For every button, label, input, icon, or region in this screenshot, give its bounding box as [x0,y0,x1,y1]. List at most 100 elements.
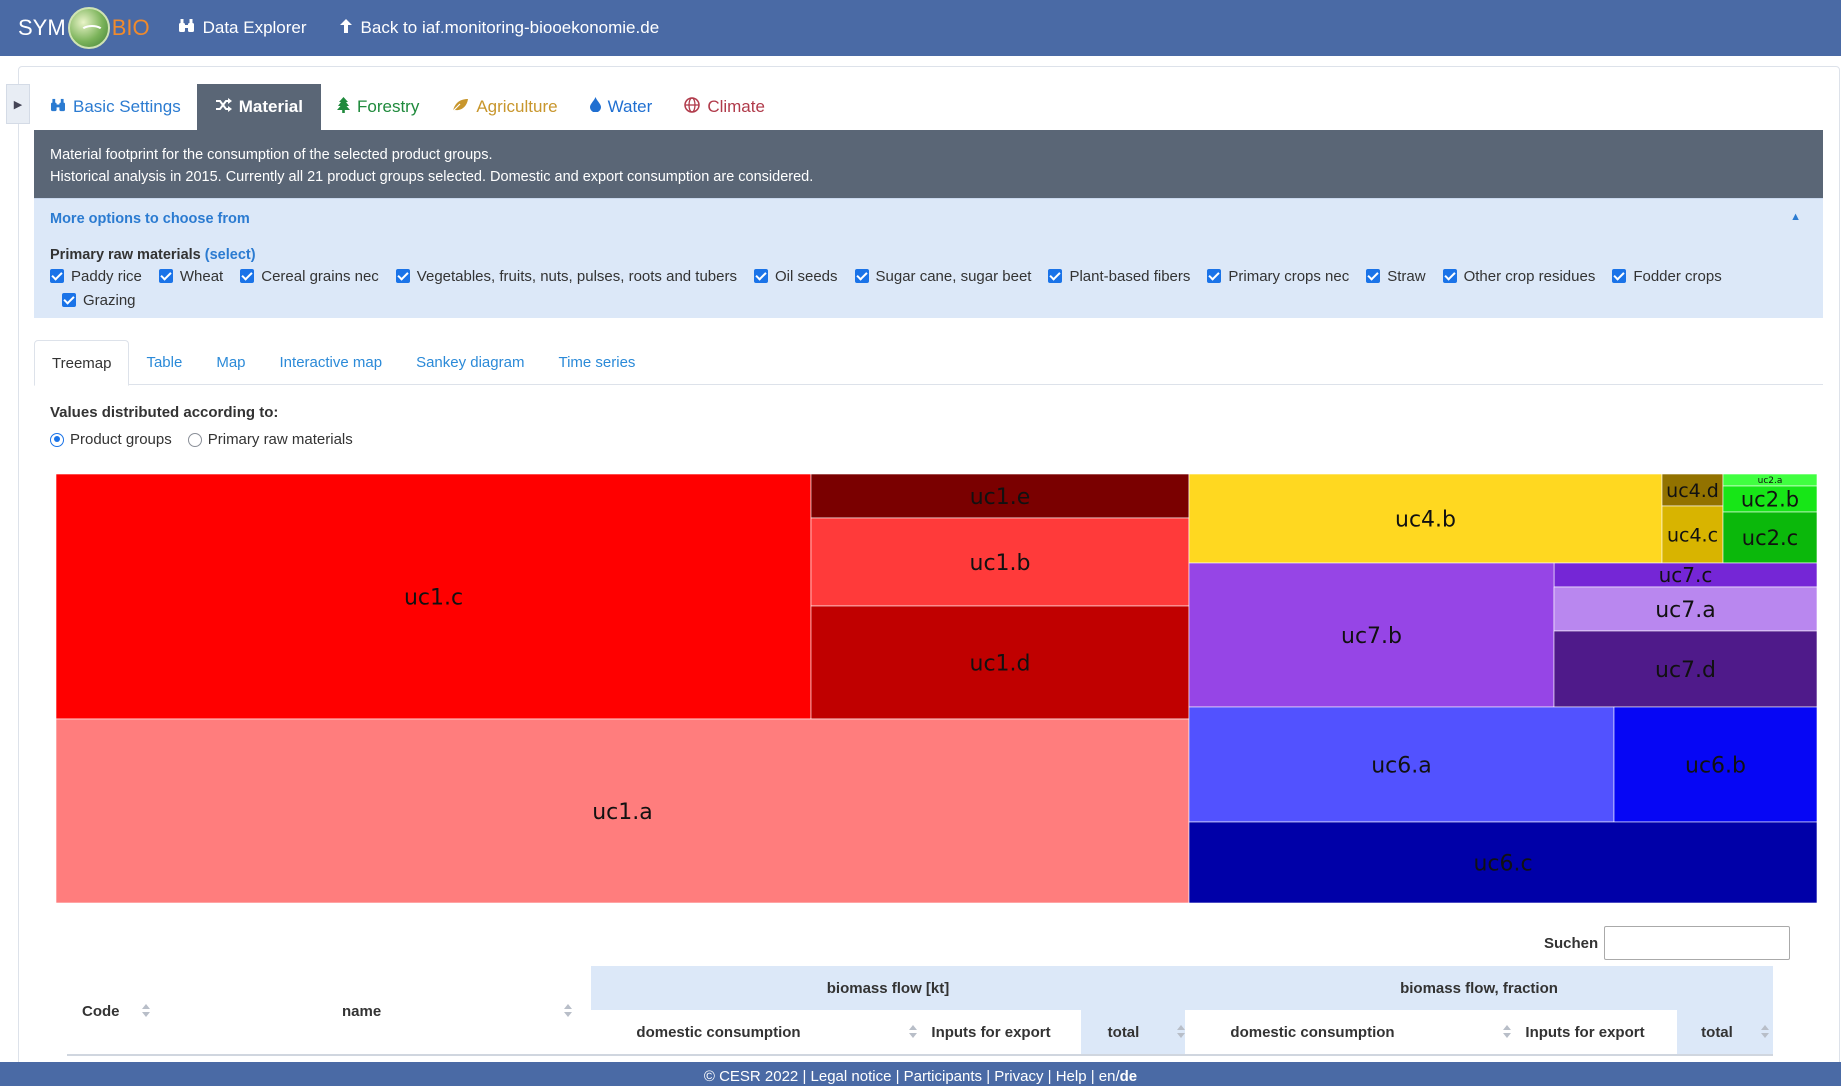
treemap-tile-label: uc7.b [1341,624,1402,649]
checkbox-checked-icon [1366,269,1381,283]
footer-lang-de[interactable]: de [1119,1068,1138,1085]
treemap-tile-uc1-e[interactable]: uc1.e [810,474,1190,519]
materials-checkbox-list: Paddy rice Wheat Cereal grains nec Vegetabl… [50,267,1807,309]
sidebar-toggle-button[interactable]: ▶ [6,84,30,124]
treemap-tile-uc4-d[interactable]: uc4.d [1661,474,1724,507]
group2-label: biomass flow, fraction [1400,979,1558,997]
brand-logo[interactable]: SYM BIO [18,0,150,56]
footer-help-link[interactable]: Help [1055,1068,1087,1085]
material-checkbox[interactable]: Plant-based fibers [1048,267,1190,285]
column-inputs-for-export-fraction[interactable]: Inputs for export [1485,1010,1721,1054]
treemap-tile-label: uc4.c [1667,524,1718,546]
column-domestic-consumption-fraction[interactable]: domestic consumption [1185,1010,1511,1054]
view-tab-time-series[interactable]: Time series [558,354,636,371]
radio-product-groups[interactable]: Product groups [50,431,172,448]
treemap-tile-uc4-c[interactable]: uc4.c [1661,505,1724,564]
tab-agriculture[interactable]: Agriculture [435,84,573,130]
checkbox-checked-icon [1612,269,1627,283]
column-total-bg [1081,1010,1185,1056]
treemap-tile-uc1-b[interactable]: uc1.b [810,517,1190,607]
options-panel: More options to choose from ▲ Primary ra… [34,198,1823,318]
leaf-icon [451,97,469,117]
sort-icon [1503,1024,1511,1040]
search-label: Suchen [1544,934,1599,952]
info-banner: Material footprint for the consumption o… [34,130,1823,198]
options-header[interactable]: More options to choose from ▲ [50,211,1807,227]
material-checkbox-label: Paddy rice [71,267,142,285]
footer-lang-en[interactable]: en [1098,1068,1116,1085]
view-tab-map[interactable]: Map [216,354,246,371]
nav-data-explorer[interactable]: Data Explorer [178,18,307,38]
caret-right-icon: ▶ [13,98,23,111]
treemap-tile-uc1-a[interactable]: uc1.a [56,718,1190,904]
treemap-tile-uc7-a[interactable]: uc7.a [1553,586,1818,632]
treemap-tile-rect [1661,474,1724,507]
treemap-tile-label: uc6.a [1371,753,1432,778]
column-inputs-for-export[interactable]: Inputs for export [891,1010,1134,1054]
view-tab-treemap[interactable]: Treemap [34,340,130,386]
column-total[interactable]: total [1081,1010,1185,1054]
checkbox-checked-icon [158,269,173,283]
radio-dot [187,432,202,447]
tab-forestry[interactable]: Forestry [321,84,435,130]
tab-climate[interactable]: Climate [668,84,781,130]
treemap-tile-uc4-b[interactable]: uc4.b [1188,474,1663,564]
search-input[interactable] [1604,926,1791,960]
tab-water[interactable]: Water [574,84,669,130]
column-name[interactable]: name [342,996,642,1026]
column-total-fraction-bg [1677,1010,1773,1056]
view-tab-interactive-map[interactable]: Interactive map [279,354,383,371]
treemap-tile-uc2-c[interactable]: uc2.c [1722,511,1818,564]
material-checkbox[interactable]: Straw [1366,267,1426,285]
view-tab-table[interactable]: Table [146,354,183,371]
column-total-fraction[interactable]: total [1677,1010,1769,1054]
footer-privacy-link[interactable]: Privacy [994,1068,1044,1085]
tab-material[interactable]: Material [196,84,321,130]
material-checkbox[interactable]: Fodder crops [1612,267,1722,285]
distribution-radio-group: Product groups Primary raw materials [50,431,353,448]
radio-primary-raw-materials[interactable]: Primary raw materials [187,431,353,448]
material-checkbox-label: Sugar cane, sugar beet [875,267,1032,285]
view-tab-sankey-diagram[interactable]: Sankey diagram [416,354,525,371]
treemap-tile-uc2-a[interactable]: uc2.a [1722,474,1818,487]
col-dom2-label: domestic consumption [1230,1023,1395,1041]
treemap-tile-uc2-b[interactable]: uc2.b [1722,485,1818,513]
treemap-tile-label: uc7.a [1655,598,1716,623]
treemap-tile-rect [56,718,1190,904]
checkbox-checked-icon [395,269,410,283]
column-code[interactable]: Code [82,996,282,1026]
binoculars-icon [178,18,195,38]
material-checkbox[interactable]: Grazing [62,291,136,309]
select-link[interactable]: (select) [204,247,256,263]
treemap-tile-uc1-d[interactable]: uc1.d [810,605,1190,720]
treemap-tile-uc7-b[interactable]: uc7.b [1188,562,1555,708]
treemap-tile-uc6-b[interactable]: uc6.b [1613,706,1818,823]
material-checkbox-label: Other crop residues [1463,267,1596,285]
tab-basic-settings[interactable]: Basic Settings [34,84,197,130]
material-checkbox[interactable]: Other crop residues [1442,267,1596,285]
column-domestic-consumption[interactable]: domestic consumption [591,1010,917,1054]
treemap-tile-uc7-c[interactable]: uc7.c [1553,562,1818,588]
treemap-tile-uc1-c[interactable]: uc1.c [56,474,812,720]
view-tabs: Treemap Table Map Interactive map Sankey dia… [34,340,1823,386]
material-checkbox[interactable]: Primary crops nec [1207,267,1349,285]
treemap-tile-uc6-a[interactable]: uc6.a [1188,706,1615,823]
material-checkbox[interactable]: Cereal grains nec [240,267,379,285]
material-checkbox[interactable]: Sugar cane, sugar beet [854,267,1032,285]
caret-up-icon[interactable]: ▲ [1790,211,1801,223]
material-checkbox[interactable]: Vegetables, fruits, nuts, pulses, roots … [395,267,737,285]
material-checkbox[interactable]: Oil seeds [753,267,838,285]
treemap-tile-uc7-d[interactable]: uc7.d [1553,630,1818,708]
page-footer: © CESR 2022 | Legal notice | Participant… [0,1062,1841,1086]
footer-legal-link[interactable]: Legal notice [810,1068,892,1085]
arrow-up-icon [339,18,353,39]
treemap-tile-rect [1613,706,1818,823]
col-exp-label: Inputs for export [931,1023,1051,1041]
treemap-tile-uc6-c[interactable]: uc6.c [1188,821,1818,904]
nav-data-explorer-label: Data Explorer [202,18,307,37]
radio-dot [50,432,64,447]
material-checkbox[interactable]: Wheat [158,267,223,285]
material-checkbox[interactable]: Paddy rice [50,267,142,285]
footer-participants-link[interactable]: Participants [903,1068,983,1085]
nav-back-link[interactable]: Back to iaf.monitoring-biooekonomie.de [339,18,659,39]
